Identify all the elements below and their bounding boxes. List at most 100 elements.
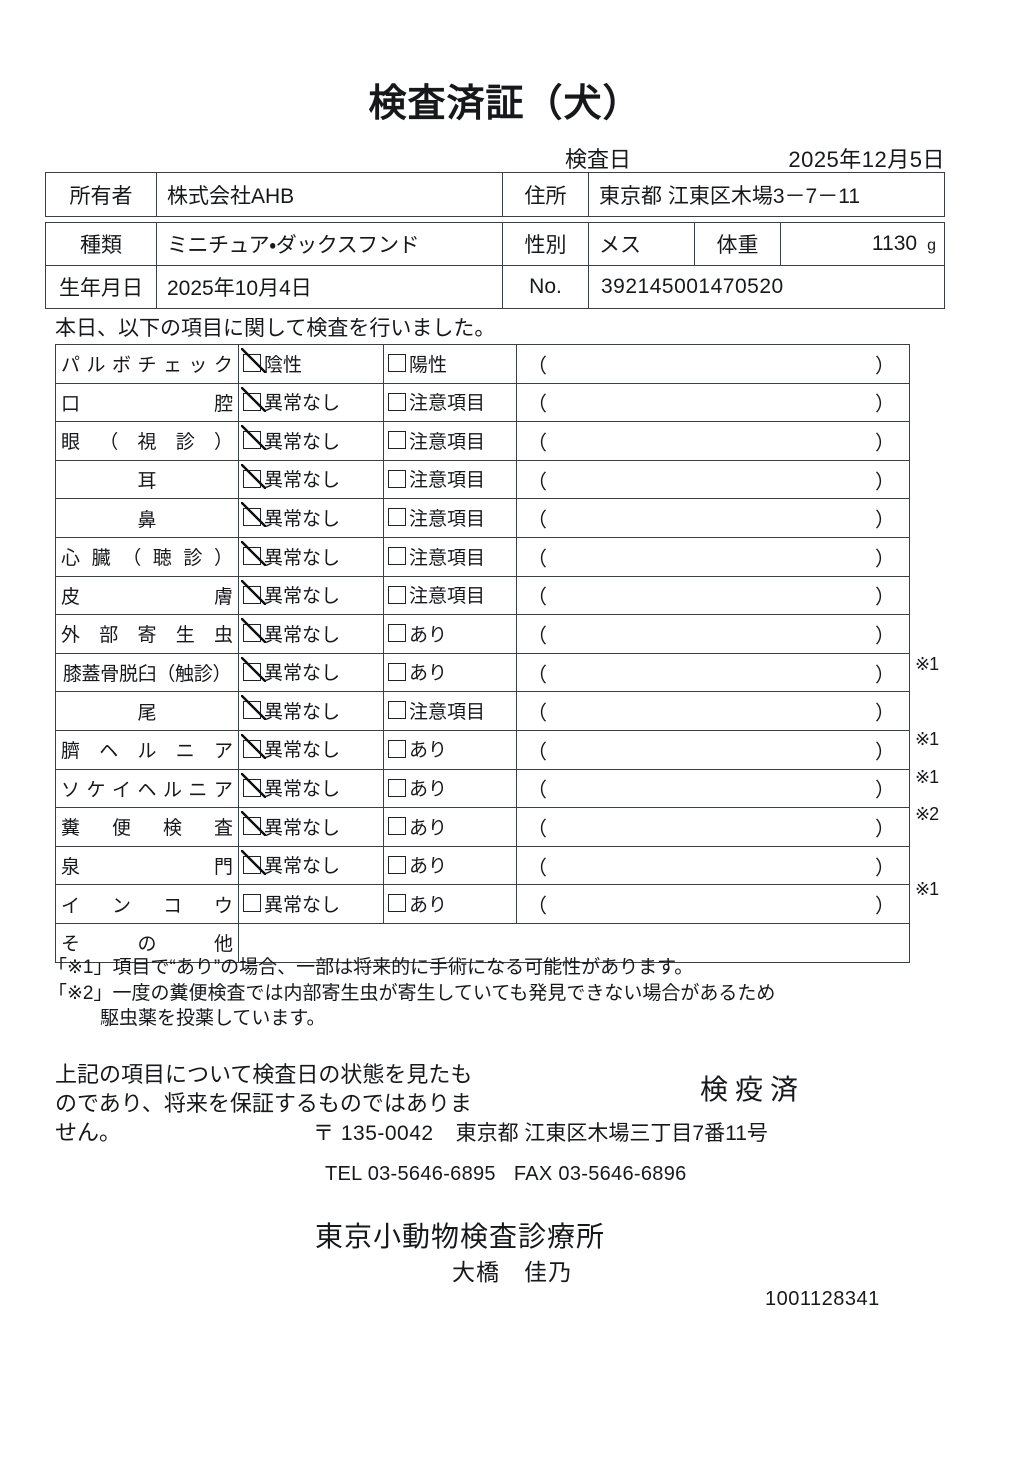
checkbox[interactable] bbox=[388, 624, 406, 643]
checkbox[interactable] bbox=[388, 894, 406, 913]
clinic-fax: FAX 03-5646-6896 bbox=[513, 1163, 687, 1185]
checkbox[interactable] bbox=[241, 502, 266, 528]
no-label: No. bbox=[502, 265, 589, 309]
checkbox[interactable] bbox=[388, 855, 406, 874]
checkbox[interactable] bbox=[388, 547, 406, 566]
exam-item-label: 外部寄生虫 bbox=[55, 614, 239, 654]
exam-note-marker: ※1 bbox=[915, 879, 939, 900]
signer-name: 大橋 佳乃 bbox=[452, 1259, 572, 1285]
exam-option-primary[interactable]: 異常なし bbox=[238, 729, 384, 770]
checkbox[interactable] bbox=[241, 811, 266, 837]
checkbox[interactable] bbox=[243, 894, 261, 913]
exam-option-primary[interactable]: 異常なし bbox=[238, 382, 384, 423]
exam-option-primary[interactable]: 異常なし bbox=[238, 807, 384, 847]
checkbox[interactable] bbox=[241, 656, 266, 682]
exam-item-label: 心臓（聴診） bbox=[55, 536, 239, 577]
exam-other-input[interactable] bbox=[238, 922, 910, 963]
exam-item-label: インコウ bbox=[55, 884, 239, 924]
weight-value-cell: 1130 g bbox=[780, 222, 945, 266]
exam-option-secondary[interactable]: 注意項目 bbox=[383, 536, 517, 577]
exam-remark-field[interactable]: （） bbox=[516, 536, 910, 577]
exam-option-secondary[interactable]: 注意項目 bbox=[383, 421, 517, 461]
exam-option-secondary[interactable]: あり bbox=[383, 807, 517, 847]
exam-remark-field[interactable]: （） bbox=[516, 845, 910, 886]
exam-row: 耳異常なし 注意項目（） bbox=[55, 459, 910, 500]
clinic-address: 〒 135-0042 東京都 江東区木場三丁目7番11号 bbox=[313, 1117, 768, 1147]
exam-option-secondary[interactable]: 陽性 bbox=[383, 344, 517, 384]
exam-remark-field[interactable]: （） bbox=[516, 421, 910, 461]
checkbox[interactable] bbox=[241, 425, 266, 451]
exam-remark-field[interactable]: （） bbox=[516, 807, 910, 847]
checkbox[interactable] bbox=[388, 701, 406, 720]
exam-option-secondary[interactable]: あり bbox=[383, 845, 517, 886]
table-row: 種類 ミニチュア・ダックスフンド 性別 メス 体重 1130 g bbox=[45, 222, 945, 266]
exam-option-secondary[interactable]: あり bbox=[383, 729, 517, 770]
exam-option-secondary[interactable]: あり bbox=[383, 652, 517, 693]
exam-remark-field[interactable]: （） bbox=[516, 729, 910, 770]
footnotes: 「※1」項目で“あり”の場合、一部は将来的に手術になる可能性があります。 「※2… bbox=[48, 955, 948, 1032]
checkbox[interactable] bbox=[241, 541, 266, 567]
owner-label: 所有者 bbox=[45, 172, 157, 217]
exam-remark-field[interactable]: （） bbox=[516, 691, 910, 731]
checkbox[interactable] bbox=[241, 849, 266, 875]
checkbox[interactable] bbox=[388, 431, 406, 450]
sex-label: 性別 bbox=[502, 222, 589, 266]
exam-option-primary[interactable]: 異常なし bbox=[238, 768, 384, 809]
exam-row: その他 bbox=[55, 922, 910, 963]
exam-option-primary[interactable]: 異常なし bbox=[238, 614, 384, 654]
exam-option-secondary[interactable]: 注意項目 bbox=[383, 382, 517, 423]
clinic-address-value: 東京都 江東区木場三丁目7番11号 bbox=[455, 1122, 768, 1145]
checkbox[interactable] bbox=[241, 618, 266, 644]
exam-row: 外部寄生虫異常なし あり（） bbox=[55, 614, 910, 654]
exam-option-primary[interactable]: 異常なし bbox=[238, 845, 384, 886]
checkbox[interactable] bbox=[241, 733, 266, 759]
exam-option-secondary[interactable]: あり bbox=[383, 614, 517, 654]
checkbox[interactable] bbox=[241, 463, 266, 489]
checkbox[interactable] bbox=[388, 662, 406, 681]
exam-remark-field[interactable]: （） bbox=[516, 344, 910, 384]
checkbox[interactable] bbox=[241, 695, 266, 721]
exam-option-primary[interactable]: 異常なし bbox=[238, 498, 384, 538]
exam-option-primary[interactable]: 異常なし bbox=[238, 536, 384, 577]
owner-value: 株式会社AHB bbox=[156, 172, 503, 217]
weight-value: 1130 bbox=[871, 232, 918, 255]
exam-remark-field[interactable]: （） bbox=[516, 575, 910, 616]
exam-option-primary[interactable]: 異常なし bbox=[238, 691, 384, 731]
checkbox[interactable] bbox=[241, 579, 266, 605]
exam-remark-field[interactable]: （） bbox=[516, 382, 910, 423]
checkbox[interactable] bbox=[388, 817, 406, 836]
checkbox[interactable] bbox=[388, 778, 406, 797]
exam-row: 心臓（聴診）異常なし 注意項目（） bbox=[55, 536, 910, 577]
checkbox[interactable] bbox=[388, 469, 406, 488]
reference-number: 1001128341 bbox=[765, 1288, 880, 1310]
checkbox[interactable] bbox=[388, 392, 406, 411]
exam-option-secondary[interactable]: 注意項目 bbox=[383, 459, 517, 500]
checkbox[interactable] bbox=[388, 354, 406, 373]
exam-option-secondary[interactable]: 注意項目 bbox=[383, 575, 517, 616]
exam-option-primary[interactable]: 異常なし bbox=[238, 884, 384, 924]
exam-option-secondary[interactable]: 注意項目 bbox=[383, 498, 517, 538]
exam-remark-field[interactable]: （） bbox=[516, 614, 910, 654]
checkbox[interactable] bbox=[241, 772, 266, 798]
exam-option-secondary[interactable]: 注意項目 bbox=[383, 691, 517, 731]
exam-option-primary[interactable]: 異常なし bbox=[238, 459, 384, 500]
exam-option-secondary[interactable]: あり bbox=[383, 768, 517, 809]
checkbox[interactable] bbox=[241, 386, 266, 412]
exam-option-primary[interactable]: 異常なし bbox=[238, 421, 384, 461]
exam-option-primary[interactable]: 陰性 bbox=[238, 344, 384, 384]
exam-remark-field[interactable]: （） bbox=[516, 652, 910, 693]
exam-option-primary[interactable]: 異常なし bbox=[238, 575, 384, 616]
checkbox[interactable] bbox=[388, 739, 406, 758]
checkbox[interactable] bbox=[388, 585, 406, 604]
exam-option-secondary[interactable]: あり bbox=[383, 884, 517, 924]
exam-remark-field[interactable]: （） bbox=[516, 884, 910, 924]
exam-option-primary[interactable]: 異常なし bbox=[238, 652, 384, 693]
exam-remark-field[interactable]: （） bbox=[516, 498, 910, 538]
checkbox[interactable] bbox=[388, 508, 406, 527]
exam-remark-field[interactable]: （） bbox=[516, 459, 910, 500]
exam-remark-field[interactable]: （） bbox=[516, 768, 910, 809]
exam-note-marker: ※1 bbox=[915, 766, 939, 787]
exam-item-label: ソケイヘルニア bbox=[55, 768, 239, 809]
checkbox[interactable] bbox=[241, 348, 266, 374]
